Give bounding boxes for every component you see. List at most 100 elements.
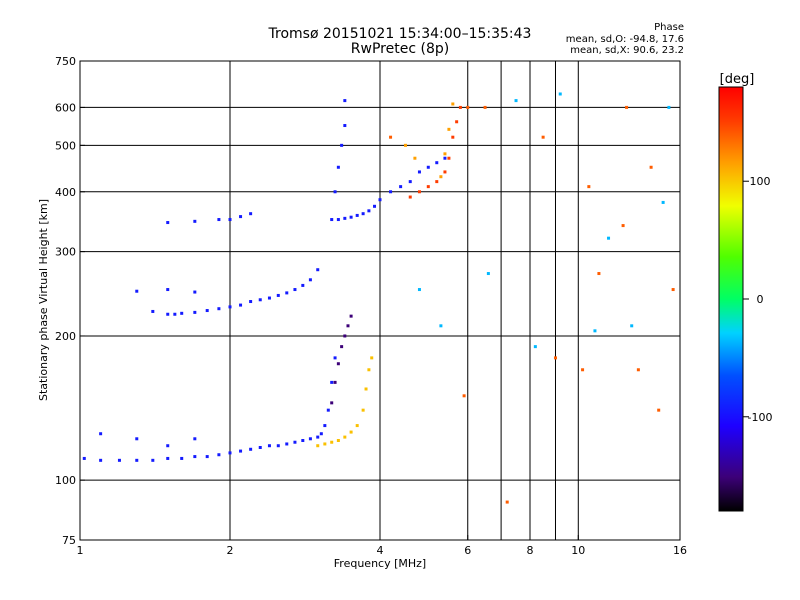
- data-point: [340, 345, 344, 349]
- data-point: [581, 368, 585, 372]
- data-point: [285, 442, 289, 446]
- data-point: [166, 312, 170, 316]
- data-point: [228, 305, 232, 309]
- data-point: [483, 105, 487, 109]
- data-point: [323, 442, 327, 446]
- data-point: [636, 368, 640, 372]
- data-point: [193, 455, 197, 459]
- data-point: [486, 272, 490, 276]
- y-axis-label: Stationary phase Virtual Height [km]: [37, 199, 50, 401]
- data-point: [417, 190, 421, 194]
- data-point: [293, 440, 297, 444]
- data-point: [505, 500, 509, 504]
- y-tick-label: 600: [55, 101, 76, 114]
- data-point: [361, 408, 365, 412]
- data-point: [364, 387, 368, 391]
- data-point: [447, 156, 451, 160]
- data-point: [276, 444, 280, 448]
- data-point: [439, 175, 443, 179]
- data-point: [336, 362, 340, 366]
- data-point: [293, 288, 297, 292]
- data-point: [343, 99, 347, 103]
- data-point: [205, 309, 209, 313]
- data-point: [228, 218, 232, 222]
- chart-title-line-1: Tromsø 20151021 15:34:00–15:35:43: [268, 26, 532, 42]
- y-tick-label: 75: [62, 534, 76, 547]
- data-point: [349, 215, 353, 219]
- data-point: [435, 180, 439, 184]
- data-point: [330, 440, 334, 444]
- data-point: [193, 437, 197, 441]
- data-point: [333, 380, 337, 384]
- data-point: [607, 236, 611, 240]
- data-point: [349, 314, 353, 318]
- data-point: [308, 278, 312, 282]
- data-point: [349, 430, 353, 434]
- data-point: [330, 401, 334, 405]
- data-point: [426, 185, 430, 189]
- phase-stats-x-mode: mean, sd,X: 90.6, 23.2: [570, 45, 684, 56]
- data-point: [193, 219, 197, 223]
- data-point: [671, 288, 675, 292]
- data-point: [330, 380, 334, 384]
- data-point: [239, 449, 243, 453]
- phase-stats-title: Phase: [654, 22, 684, 33]
- x-axis-label: Frequency [MHz]: [334, 557, 426, 570]
- data-point: [135, 437, 139, 441]
- grid-lines: [80, 61, 681, 540]
- data-point: [333, 356, 337, 360]
- data-point: [249, 212, 253, 216]
- data-point: [667, 105, 671, 109]
- data-point: [249, 300, 253, 304]
- data-point: [587, 185, 591, 189]
- data-point: [361, 212, 365, 216]
- data-point: [99, 458, 103, 462]
- data-point: [408, 180, 412, 184]
- data-point: [205, 455, 209, 459]
- data-point: [447, 127, 451, 131]
- y-tick-label: 300: [55, 246, 76, 259]
- data-point: [439, 324, 443, 328]
- data-point: [301, 439, 305, 443]
- data-point: [355, 424, 359, 428]
- data-point: [217, 307, 221, 311]
- data-point: [367, 209, 371, 213]
- data-point: [593, 329, 597, 333]
- data-point: [373, 204, 377, 208]
- colorbar-ticks: 100 0 -100: [743, 175, 772, 424]
- data-point: [625, 105, 629, 109]
- data-point: [326, 408, 330, 412]
- x-axis-ticks: 1 2 4 6 8 10 16: [77, 535, 687, 557]
- data-point: [466, 105, 470, 109]
- data-point: [514, 99, 518, 103]
- data-point: [336, 218, 340, 222]
- data-point: [346, 324, 350, 328]
- data-point: [239, 215, 243, 219]
- data-point: [82, 456, 86, 460]
- data-point: [443, 156, 447, 160]
- data-point: [316, 268, 320, 272]
- y-axis-ticks: 75 100 200 300 400 500 600 750: [55, 55, 85, 547]
- data-point: [173, 312, 177, 316]
- colorbar: [718, 86, 744, 512]
- x-tick-label: 16: [673, 544, 687, 557]
- data-point: [343, 216, 347, 220]
- data-point: [399, 185, 403, 189]
- data-point: [166, 444, 170, 448]
- data-point: [649, 165, 653, 169]
- data-point: [558, 92, 562, 96]
- x-tick-label: 8: [527, 544, 534, 557]
- data-point: [323, 424, 327, 428]
- data-point: [117, 458, 121, 462]
- data-point: [343, 124, 347, 128]
- data-points: [82, 92, 675, 504]
- data-point: [193, 310, 197, 314]
- data-point: [166, 456, 170, 460]
- data-point: [367, 368, 371, 372]
- data-point: [657, 408, 661, 412]
- data-point: [621, 224, 625, 228]
- data-point: [389, 135, 393, 139]
- data-point: [135, 289, 139, 293]
- data-point: [389, 190, 393, 194]
- data-point: [239, 303, 243, 307]
